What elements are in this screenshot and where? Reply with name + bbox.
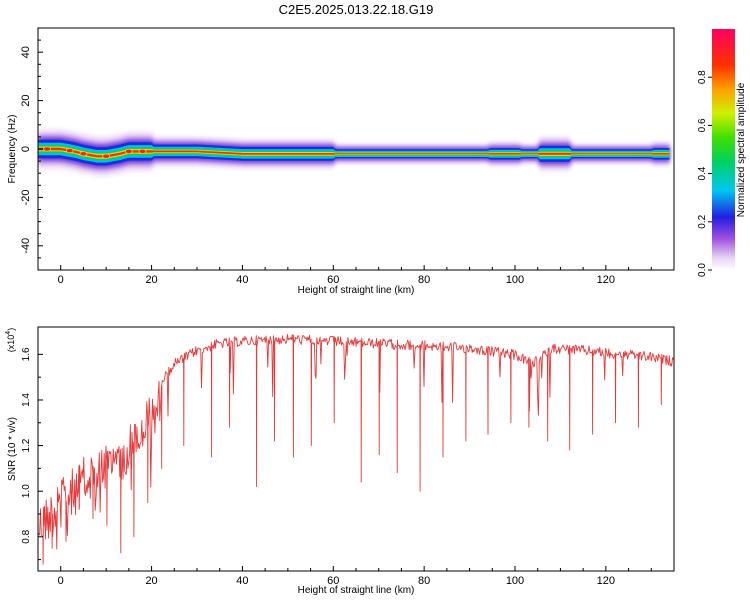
spectrogram-panel: 0 20 40 60 80 100 120 -40 -20 0 20 40 Height of st… bbox=[7, 27, 675, 296]
x-tick-label: 80 bbox=[418, 575, 430, 587]
colorbar: 0.0 0.2 0.4 0.6 0.8 Normalized spectral ampl… bbox=[697, 29, 747, 277]
x-tick-label: 100 bbox=[506, 575, 524, 587]
y-tick-label: 20 bbox=[20, 94, 32, 106]
snr-panel: 0 20 40 60 80 100 120 0.8 1.0 1.2 1.4 1.6 Height o… bbox=[5, 326, 675, 596]
spectrogram-x-ticks: 0 20 40 60 80 100 120 bbox=[37, 265, 675, 286]
snr-y-ticks: 0.8 1.0 1.2 1.4 1.6 bbox=[21, 347, 43, 561]
spectrogram-y-label: Frequency (Hz) bbox=[7, 115, 18, 184]
heatmap-band-layer-6 bbox=[38, 146, 670, 159]
colorbar-tick-label: 0.2 bbox=[697, 214, 708, 228]
x-tick-label: 40 bbox=[236, 575, 248, 587]
x-tick-label: 20 bbox=[145, 274, 157, 286]
colorbar-tick-label: 0.8 bbox=[697, 70, 708, 84]
spectrogram-x-label: Height of straight line (km) bbox=[298, 285, 415, 296]
y-tick-label: 1.4 bbox=[21, 393, 32, 407]
colorbar-tick-label: 0.0 bbox=[697, 263, 708, 277]
x-tick-label: 0 bbox=[58, 575, 64, 587]
y-tick-label: 1.6 bbox=[21, 347, 32, 361]
snr-x-ticks: 0 20 40 60 80 100 120 bbox=[37, 566, 675, 587]
y-tick-label: 1.2 bbox=[21, 438, 32, 452]
y-tick-label: 1.0 bbox=[21, 484, 32, 498]
x-tick-label: 120 bbox=[597, 274, 615, 286]
x-tick-label: 40 bbox=[236, 274, 248, 286]
colorbar-ticks: 0.0 0.2 0.4 0.6 0.8 bbox=[697, 70, 712, 277]
x-tick-label: 80 bbox=[418, 274, 430, 286]
snr-series-line bbox=[38, 334, 674, 565]
y-tick-label: 0 bbox=[20, 146, 32, 152]
y-tick-label: 40 bbox=[20, 46, 32, 58]
figure-title: C2E5.2025.013.22.18.G19 bbox=[279, 2, 434, 17]
colorbar-label: Normalized spectral amplitude bbox=[736, 82, 747, 217]
colorbar-gradient bbox=[712, 29, 735, 270]
snr-x-label: Height of straight line (km) bbox=[298, 585, 415, 596]
x-tick-label: 0 bbox=[58, 274, 64, 286]
spectrogram-y-ticks: -40 -20 0 20 40 bbox=[20, 27, 43, 271]
colorbar-tick-label: 0.6 bbox=[697, 118, 708, 132]
x-tick-label: 120 bbox=[597, 575, 615, 587]
x-tick-label: 20 bbox=[145, 575, 157, 587]
heatmap-hot-spot bbox=[43, 146, 51, 152]
spectrogram-heatmap bbox=[38, 128, 670, 177]
x-tick-label: 100 bbox=[506, 274, 524, 286]
y-tick-label: -40 bbox=[20, 238, 32, 254]
x-tick-label: 60 bbox=[327, 575, 339, 587]
heatmap-hot-spot bbox=[102, 153, 111, 159]
y-tick-label: -20 bbox=[20, 189, 32, 205]
heatmap-hot-spot bbox=[79, 151, 88, 157]
x-tick-label: 60 bbox=[327, 274, 339, 286]
heatmap-hot-spot bbox=[124, 148, 133, 155]
snr-y-multiplier: (x104) bbox=[5, 328, 16, 352]
heatmap-hot-spot bbox=[138, 148, 147, 155]
snr-y-label: SNR (10 * v/v) bbox=[7, 417, 18, 481]
heatmap-band-layer-7 bbox=[38, 147, 670, 158]
y-tick-label: 0.8 bbox=[21, 529, 32, 543]
heatmap-hot-spot bbox=[65, 148, 74, 154]
colorbar-tick-label: 0.4 bbox=[697, 166, 708, 180]
